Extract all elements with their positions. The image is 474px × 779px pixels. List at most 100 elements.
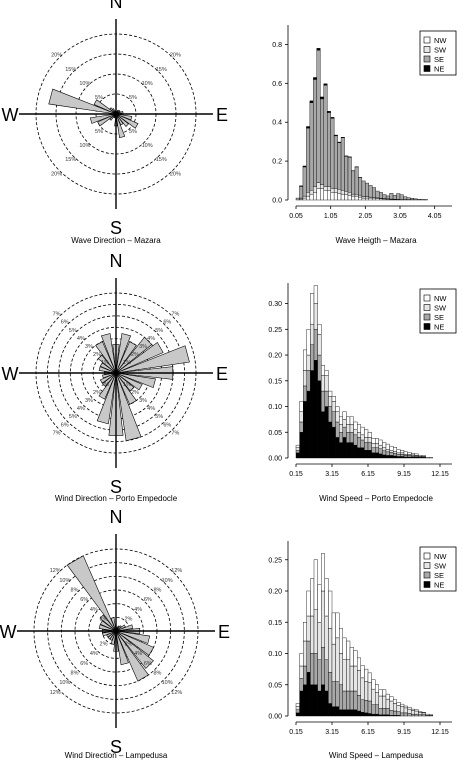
bar-ne [375,713,380,717]
rose-petal [115,341,137,374]
rose-ring-label: 1% [101,360,109,366]
rose-ring-label: 5% [155,414,163,420]
bar-sw [407,708,412,714]
bar-nw [295,703,300,707]
bar-sw [353,429,358,436]
y-tick-label: 0.15 [268,620,282,627]
rose-ring-label: 6% [80,661,88,667]
rose-ring-label: 5% [95,129,103,135]
rose-ring-label: 5% [95,95,103,101]
rose-ring-label: 4% [77,336,85,342]
bar-nw [346,416,351,425]
legend-label: NE [434,323,444,332]
rose-ring-label: 12% [50,690,61,696]
bar-nw [339,628,344,654]
bar-se [328,672,333,704]
bar-se [403,196,408,200]
rose-petal [98,372,117,400]
bar-se [299,678,304,692]
bar-sw [313,303,318,330]
bar-se [313,329,318,361]
rose-ring-label: 6% [144,597,152,603]
bar-ne [327,111,331,113]
bar-se [406,197,411,200]
bar-nw [361,197,366,201]
x-tick-label: 9.15 [397,471,411,478]
y-tick-label: 0.00 [268,714,282,721]
bar-sw [313,186,318,193]
x-tick-label: 1.05 [324,213,338,220]
x-tick-label: 0.15 [289,729,303,736]
bar-ne [339,442,344,459]
bar-se [309,102,314,191]
bar-se [360,699,365,713]
bar-se [317,659,322,692]
bar-sw [400,452,405,455]
bar-sw [335,637,340,682]
legend-label: NW [434,552,447,561]
rose-ring-label: 6% [61,320,69,326]
legend-label: SE [434,55,444,64]
bar-nw [354,195,359,201]
rose-ring-label: 15% [156,157,167,163]
histogram-caption: Wave Heigth – Mazara [335,236,417,245]
bar-nw [346,640,351,660]
bar-se [316,50,321,183]
bar-ne [313,77,318,80]
bar-nw [378,439,383,446]
bar-sw [393,451,398,454]
rose-ring-label: 1% [123,360,131,366]
bar-nw [309,193,314,201]
bar-sw [303,640,308,667]
rose-petal [115,372,137,405]
histogram-2: 0.00 0.05 0.10 0.15 0.20 0.25 0.30 0.15 3.15 6.15… [268,283,457,503]
bar-ne [342,709,347,717]
bar-se [324,390,329,407]
rose-ring-label: 4% [90,651,98,657]
bar-nw [378,689,383,697]
rose-ring-label: 2% [125,641,133,647]
bar-ne [328,703,333,717]
legend-label: SW [434,46,447,55]
bar-sw [403,707,408,714]
bar-ne [324,406,329,459]
bar-ne [324,690,329,717]
bar-nw [393,446,398,452]
bar-nw [344,193,349,201]
bar-sw [295,447,300,451]
x-tick-label: 4.05 [428,213,442,220]
y-tick-label: 0.20 [268,589,282,596]
bar-ne [328,421,333,459]
rose-petal [93,99,117,115]
bar-sw [418,712,423,715]
bar-sw [347,192,352,196]
bar-sw [342,659,347,692]
compass-east: E [218,622,230,642]
legend-label: SE [434,571,444,580]
rose-petal [115,345,190,374]
bar-sw [371,443,376,448]
bar-nw [299,653,304,667]
bar-se [392,195,397,200]
bar-sw [378,695,383,709]
rose-petal [115,372,142,442]
x-tick-label: 0.15 [289,471,303,478]
bar-nw [353,650,358,667]
bar-ne [371,452,376,459]
bar-nw [367,432,372,438]
rose-petal [115,630,149,682]
bar-se [331,411,336,428]
bar-nw [320,188,324,201]
bar-se [375,704,380,715]
bar-sw [333,188,338,193]
bar-ne [331,706,336,717]
bar-se [335,421,340,438]
bar-nw [302,197,307,201]
bar-nw [306,329,311,356]
bar-sw [328,628,333,673]
rose-ring-label: 20% [51,53,62,59]
y-tick-label: 0.30 [268,301,282,308]
y-tick-label: 0.0 [272,198,282,205]
bar-se [375,190,380,199]
bar-sw [331,643,336,682]
